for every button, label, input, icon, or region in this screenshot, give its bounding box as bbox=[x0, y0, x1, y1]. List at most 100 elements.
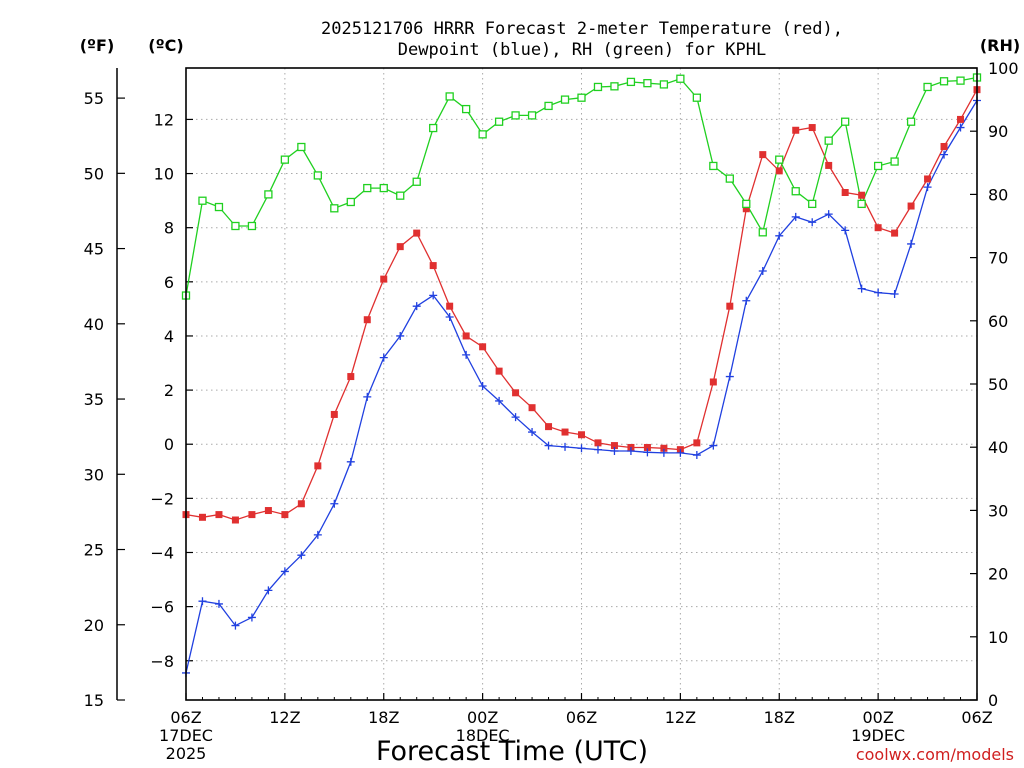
dewpoint-point bbox=[725, 372, 734, 381]
rh-point bbox=[379, 183, 388, 193]
rh-tick-label: 60 bbox=[988, 312, 1008, 331]
temperature-point bbox=[248, 511, 256, 519]
fahrenheit-tick-label: 40 bbox=[84, 315, 104, 334]
chart-title-line-1: 2025121706 HRRR Forecast 2-meter Tempera… bbox=[321, 19, 843, 39]
dewpoint-point bbox=[346, 457, 355, 466]
dewpoint-point bbox=[330, 499, 339, 508]
celsius-tick-label: 10 bbox=[154, 165, 174, 184]
dewpoint-point bbox=[264, 586, 273, 595]
rh-tick-label: 50 bbox=[988, 375, 1008, 394]
dewpoint-point bbox=[940, 150, 949, 159]
dewpoint-point bbox=[923, 183, 932, 192]
rh-line bbox=[185, 76, 978, 296]
rh-point bbox=[560, 95, 570, 104]
rh-point bbox=[725, 174, 734, 183]
temperature-point bbox=[528, 404, 536, 412]
dewpoint-point bbox=[445, 313, 454, 322]
fahrenheit-tick-label: 50 bbox=[84, 164, 104, 183]
temperature-point bbox=[726, 302, 734, 310]
rh-point bbox=[758, 228, 767, 237]
time-tick-label: 2025 bbox=[166, 744, 207, 763]
rh-point bbox=[461, 104, 471, 114]
dewpoint-point bbox=[313, 530, 322, 539]
dewpoint-point bbox=[659, 448, 668, 457]
celsius-tick-label: −6 bbox=[150, 598, 174, 617]
celsius-axis: −8 −6 −4 −2 0 2 4 6 8 10 12 bbox=[150, 110, 193, 671]
temperature-point bbox=[512, 389, 520, 397]
dewpoint-point bbox=[363, 392, 372, 401]
celsius-tick-label: 2 bbox=[164, 381, 174, 400]
rh-point bbox=[841, 117, 850, 126]
rh-point bbox=[297, 142, 306, 152]
series-markers bbox=[181, 73, 982, 677]
temperature-point bbox=[561, 428, 569, 436]
rh-point bbox=[873, 161, 883, 171]
fahrenheit-tick-label: 25 bbox=[84, 541, 104, 560]
temperature-point bbox=[594, 439, 602, 447]
dewpoint-point bbox=[528, 428, 537, 437]
rh-point bbox=[775, 155, 784, 164]
dewpoint-point bbox=[907, 239, 916, 248]
dewpoint-point bbox=[396, 331, 405, 340]
temperature-point bbox=[264, 507, 272, 515]
gridlines bbox=[186, 68, 977, 700]
dewpoint-point bbox=[297, 551, 306, 560]
dewpoint-point bbox=[379, 353, 388, 362]
celsius-tick-label: 4 bbox=[164, 327, 174, 346]
rh-point bbox=[198, 196, 207, 205]
dewpoint-point bbox=[577, 444, 586, 453]
rh-point bbox=[412, 177, 421, 186]
celsius-tick-label: −8 bbox=[150, 652, 174, 671]
temperature-point bbox=[775, 167, 783, 175]
rh-point bbox=[692, 93, 702, 102]
rh-point bbox=[808, 199, 817, 209]
temperature-point bbox=[330, 410, 338, 418]
temperature-point bbox=[759, 151, 767, 159]
temperature-point bbox=[231, 516, 239, 524]
dewpoint-point bbox=[808, 218, 817, 227]
temperature-point bbox=[792, 126, 800, 134]
rh-point bbox=[923, 82, 932, 92]
dewpoint-point bbox=[626, 446, 635, 455]
time-tick-label: 19DEC bbox=[851, 726, 905, 745]
fahrenheit-tick-label: 45 bbox=[84, 240, 104, 259]
fahrenheit-tick-label: 15 bbox=[84, 691, 104, 710]
rh-point bbox=[626, 77, 636, 87]
celsius-tick-label: −2 bbox=[150, 489, 174, 508]
temperature-point bbox=[479, 343, 487, 351]
temperature-point bbox=[610, 442, 618, 450]
rh-tick-label: 40 bbox=[988, 438, 1008, 457]
rh-tick-label: 90 bbox=[988, 122, 1008, 141]
dewpoint-point bbox=[495, 396, 504, 405]
temperature-point bbox=[297, 500, 305, 508]
rh-point bbox=[890, 157, 899, 166]
rh-tick-label: 100 bbox=[988, 59, 1019, 78]
temperature-point bbox=[957, 115, 965, 123]
rh-point bbox=[791, 187, 800, 196]
rh-point bbox=[742, 199, 751, 209]
rh-point bbox=[478, 130, 487, 139]
rh-point bbox=[577, 93, 586, 102]
rh-point bbox=[264, 190, 273, 199]
temperature-point bbox=[413, 229, 421, 237]
fahrenheit-axis: 15 20 25 30 35 40 45 50 55 bbox=[84, 68, 125, 710]
rh-point bbox=[247, 221, 257, 231]
fahrenheit-tick-label: 35 bbox=[84, 390, 104, 409]
x-axis-title: Forecast Time (UTC) bbox=[376, 736, 648, 767]
temperature-point bbox=[808, 124, 816, 132]
temperature-point bbox=[396, 243, 404, 251]
dewpoint-point bbox=[478, 382, 487, 391]
temperature-point bbox=[693, 439, 701, 447]
dewpoint-point bbox=[775, 231, 784, 240]
time-tick-label: 17DEC bbox=[159, 726, 213, 745]
temperature-point bbox=[709, 378, 717, 386]
dewpoint-point bbox=[676, 448, 685, 457]
temperature-point bbox=[660, 444, 668, 452]
temperature-point bbox=[924, 175, 932, 183]
dewpoint-point bbox=[429, 291, 438, 300]
rh-point bbox=[396, 191, 405, 200]
temperature-point bbox=[314, 462, 322, 470]
rh-point bbox=[280, 155, 290, 164]
time-tick-label: 06Z bbox=[170, 708, 201, 727]
rh-tick-label: 70 bbox=[988, 249, 1008, 268]
